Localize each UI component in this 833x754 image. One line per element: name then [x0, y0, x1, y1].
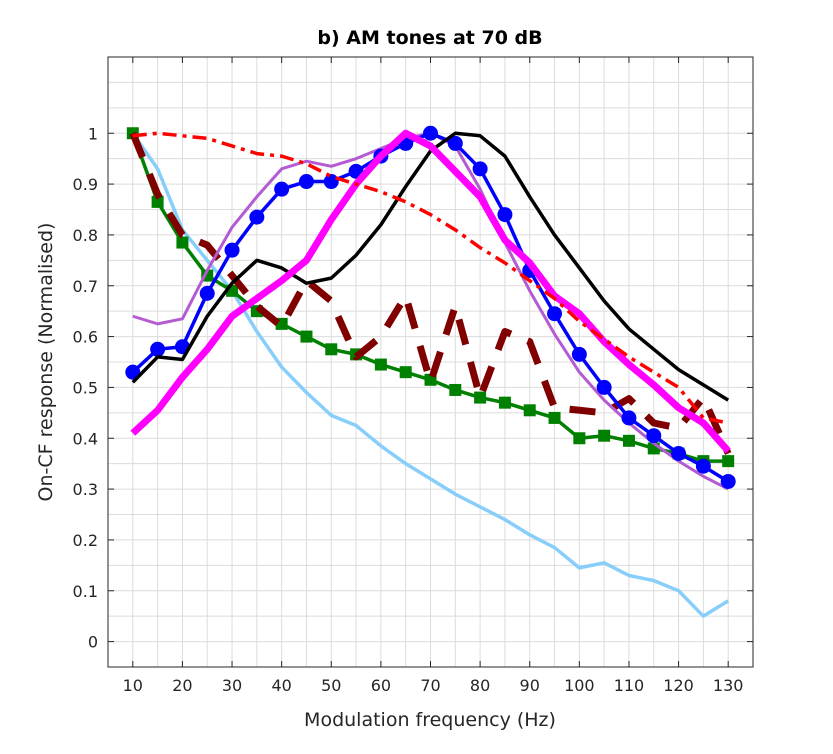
- y-tick-label: 0.9: [73, 175, 98, 194]
- data-point: [646, 428, 662, 444]
- series-group: [125, 125, 736, 618]
- data-point: [722, 455, 735, 468]
- data-point: [199, 285, 215, 301]
- data-point: [498, 396, 511, 409]
- data-point: [298, 174, 314, 190]
- data-point: [399, 366, 412, 379]
- data-point: [151, 195, 164, 208]
- y-tick-label: 0.7: [73, 277, 98, 296]
- data-point: [596, 379, 612, 395]
- data-point: [374, 358, 387, 371]
- data-point: [472, 161, 488, 177]
- x-tick-label: 60: [371, 676, 391, 695]
- x-tick-label: 110: [614, 676, 645, 695]
- chart-title: b) AM tones at 70 dB: [317, 27, 542, 49]
- data-point: [497, 207, 513, 223]
- data-point: [325, 343, 338, 356]
- y-tick-label: 0.2: [73, 531, 98, 550]
- data-point: [523, 404, 536, 417]
- x-tick-label: 80: [470, 676, 490, 695]
- y-tick-label: 1: [88, 124, 98, 143]
- x-tick-label: 120: [663, 676, 694, 695]
- data-point: [571, 346, 587, 362]
- data-point: [621, 410, 637, 426]
- series-line-2: [129, 131, 732, 455]
- data-point: [449, 383, 462, 396]
- data-point: [176, 236, 189, 249]
- y-tick-label: 0.3: [73, 480, 98, 499]
- series-line-7: [132, 131, 729, 425]
- x-tick-label: 70: [420, 676, 440, 695]
- data-point: [300, 330, 313, 343]
- x-tick-label: 40: [271, 676, 291, 695]
- y-tick-label: 0.1: [73, 582, 98, 601]
- data-point: [125, 364, 141, 380]
- y-tick-label: 0: [88, 633, 98, 652]
- data-point: [622, 434, 635, 447]
- data-point: [474, 391, 487, 404]
- data-point: [274, 181, 290, 197]
- x-tick-label: 20: [172, 676, 192, 695]
- x-axis-label: Modulation frequency (Hz): [304, 709, 556, 731]
- data-point: [720, 473, 736, 489]
- x-tick-label: 50: [321, 676, 341, 695]
- data-point: [548, 411, 561, 424]
- series-line-6: [130, 129, 731, 454]
- x-tick-label: 30: [222, 676, 242, 695]
- y-tick-label: 0.4: [73, 429, 98, 448]
- data-point: [249, 209, 265, 225]
- data-point: [547, 306, 563, 322]
- x-tick-label: 90: [520, 676, 540, 695]
- x-tick-label: 130: [713, 676, 744, 695]
- y-tick-label: 0.6: [73, 328, 98, 347]
- data-point: [423, 125, 438, 141]
- y-axis-label: On-CF response (Normalised): [35, 223, 57, 502]
- data-point: [671, 446, 687, 461]
- data-point: [150, 341, 166, 357]
- data-point: [224, 242, 240, 258]
- series-line-5: [131, 131, 730, 402]
- data-point: [573, 432, 586, 445]
- y-tick-label: 0.8: [73, 226, 98, 245]
- data-point: [695, 458, 711, 474]
- data-point: [447, 135, 463, 151]
- y-tick-label: 0.5: [73, 378, 98, 397]
- x-tick-label: 100: [564, 676, 595, 695]
- data-point: [323, 174, 339, 190]
- ticks: 10 20 30 40 50 60 70 80 90 100 110 120 130 0 0.1 0.2 0.3…: [73, 57, 753, 695]
- data-point: [598, 429, 611, 442]
- x-tick-label: 10: [123, 676, 143, 695]
